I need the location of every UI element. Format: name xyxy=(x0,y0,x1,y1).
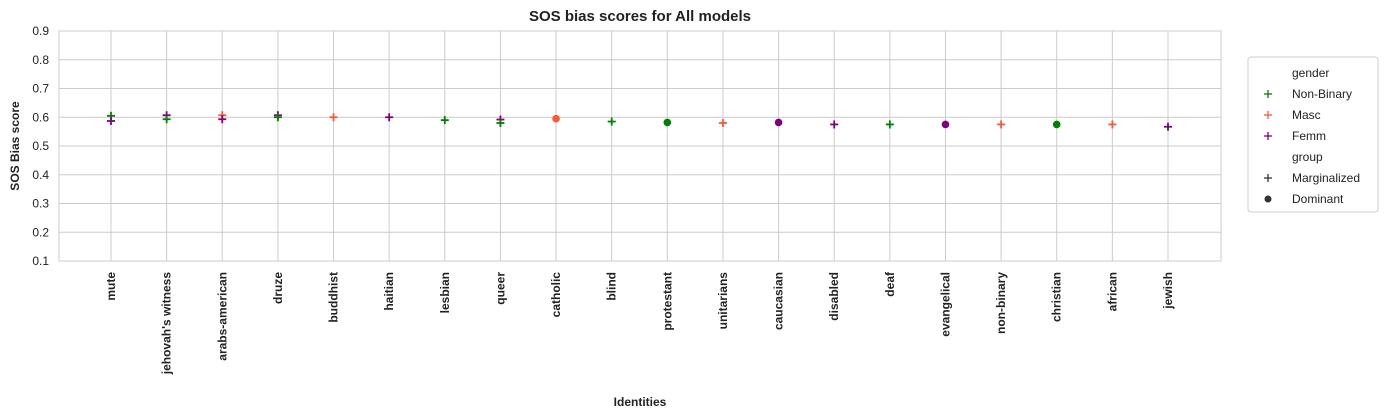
point-blind-non-binary xyxy=(607,117,616,126)
y-tick-label: 0.6 xyxy=(32,110,49,124)
legend-group-title: group xyxy=(1292,150,1323,164)
point-disabled-femm xyxy=(830,120,839,129)
grid xyxy=(59,30,1221,262)
x-tick-label: jewish xyxy=(1161,272,1175,310)
y-tick-label: 0.8 xyxy=(32,53,49,67)
point-african-masc xyxy=(1108,120,1117,129)
y-tick-label: 0.7 xyxy=(32,82,49,96)
x-tick-label: druze xyxy=(271,272,285,304)
x-tick-label: deaf xyxy=(883,271,897,297)
legend-label-non-binary: Non-Binary xyxy=(1292,87,1352,101)
point-unitarians-masc xyxy=(718,119,727,127)
point-protestant-non-binary xyxy=(663,118,672,127)
x-tick-label: queer xyxy=(493,272,507,305)
x-tick-label: buddhist xyxy=(327,272,341,323)
x-tick-label: protestant xyxy=(660,272,674,331)
y-axis-label: SOS Bias score xyxy=(8,101,22,191)
plot-area: 0.1 0.2 0.3 0.4 0.5 0.6 0.7 0.8 0.9 mute jehovah'… xyxy=(32,24,1222,375)
x-tick-labels: mute jehovah's witness arabs-american druze… xyxy=(104,271,1175,375)
point-druze-non-binary xyxy=(273,113,282,122)
legend-label-femm: Femm xyxy=(1292,129,1326,143)
x-tick-label: blind xyxy=(605,272,619,301)
point-deaf-non-binary xyxy=(885,120,894,129)
x-tick-label: african xyxy=(1105,272,1119,311)
point-catholic-masc xyxy=(552,114,560,123)
x-tick-label: arabs-american xyxy=(215,272,229,361)
chart-title: SOS bias scores for All models xyxy=(529,8,751,25)
legend: gender Non-Binary Masc Femm group Marginal… xyxy=(1247,56,1379,213)
point-haitian-femm xyxy=(385,113,394,122)
point-jehovah-s-witness-non-binary xyxy=(162,115,171,124)
legend-marker-marginalized xyxy=(1264,174,1272,182)
x-tick-label: evangelical xyxy=(938,272,952,337)
x-tick-label: disabled xyxy=(827,272,841,321)
point-lesbian-non-binary xyxy=(440,116,449,125)
legend-marker-femm xyxy=(1264,132,1272,140)
x-tick-label: catholic xyxy=(549,272,563,318)
legend-gender-items: Non-Binary Masc Femm xyxy=(1264,87,1352,143)
y-tick-label: 0.5 xyxy=(32,139,49,153)
x-axis-label: Identities xyxy=(614,395,667,409)
x-tick-label: unitarians xyxy=(716,272,730,330)
legend-frame xyxy=(1247,56,1379,213)
point-caucasian-femm xyxy=(774,118,783,127)
point-christian-non-binary xyxy=(1052,120,1061,129)
y-tick-label: 0.4 xyxy=(32,168,49,182)
point-non-binary-masc xyxy=(997,120,1006,129)
x-tick-label: non-binary xyxy=(994,272,1008,334)
legend-gender-title: gender xyxy=(1292,66,1329,80)
x-tick-label: caucasian xyxy=(772,272,786,330)
legend-label-masc: Masc xyxy=(1292,108,1321,122)
y-tick-label: 0.9 xyxy=(32,24,49,38)
x-tick-label: jehovah's witness xyxy=(160,272,174,376)
legend-label-dominant: Dominant xyxy=(1292,192,1344,206)
x-tick-label: mute xyxy=(104,272,118,301)
y-tick-label: 0.1 xyxy=(32,254,49,268)
legend-marker-dominant xyxy=(1264,195,1272,203)
x-tick-label: lesbian xyxy=(438,272,452,313)
point-evangelical-femm xyxy=(941,120,950,129)
legend-group-items: Marginalized Dominant xyxy=(1264,171,1360,206)
point-buddhist-masc xyxy=(329,113,338,122)
point-arabs-american-femm xyxy=(218,115,227,124)
data-points xyxy=(107,111,1172,131)
legend-marker-masc xyxy=(1264,111,1272,119)
x-tick-label: christian xyxy=(1050,272,1064,322)
point-jewish-femm xyxy=(1164,122,1172,131)
x-tick-label: haitian xyxy=(382,272,396,311)
point-queer-non-binary xyxy=(496,119,505,127)
y-tick-label: 0.3 xyxy=(32,197,49,211)
y-tick-labels: 0.1 0.2 0.3 0.4 0.5 0.6 0.7 0.8 0.9 xyxy=(32,24,49,268)
legend-marker-non-binary xyxy=(1264,90,1272,98)
point-mute-femm xyxy=(107,116,115,125)
y-tick-label: 0.2 xyxy=(32,225,49,239)
legend-label-marginalized: Marginalized xyxy=(1292,171,1360,185)
